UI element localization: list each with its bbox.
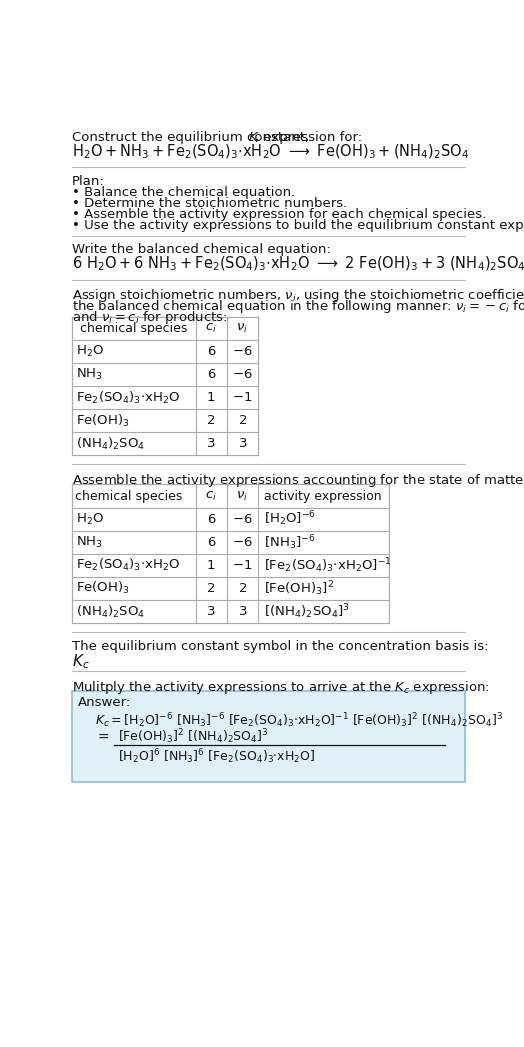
Text: $3$: $3$ xyxy=(237,605,247,618)
Text: $c_i$: $c_i$ xyxy=(205,321,217,335)
Text: $\nu_i$: $\nu_i$ xyxy=(236,321,248,335)
Text: $K_c$: $K_c$ xyxy=(72,652,90,671)
Text: $\mathrm{H_2O}$: $\mathrm{H_2O}$ xyxy=(77,512,104,527)
Text: • Balance the chemical equation.: • Balance the chemical equation. xyxy=(72,186,295,200)
Bar xyxy=(72,691,465,782)
Text: 6: 6 xyxy=(207,367,215,381)
Text: Write the balanced chemical equation:: Write the balanced chemical equation: xyxy=(72,244,331,257)
Text: $\mathrm{[Fe(OH)_3]^{2}}$: $\mathrm{[Fe(OH)_3]^{2}}$ xyxy=(264,579,334,598)
Text: activity expression: activity expression xyxy=(264,490,381,503)
Text: Assemble the activity expressions accounting for the state of matter and $\nu_i$: Assemble the activity expressions accoun… xyxy=(72,472,524,489)
Text: Plan:: Plan: xyxy=(72,175,104,187)
Text: , expression for:: , expression for: xyxy=(255,131,362,144)
Text: $-1$: $-1$ xyxy=(232,559,253,572)
Text: and $\nu_i = c_i$ for products:: and $\nu_i = c_i$ for products: xyxy=(72,309,227,326)
Text: 3: 3 xyxy=(207,605,215,618)
Bar xyxy=(72,485,389,623)
Text: the balanced chemical equation in the following manner: $\nu_i = -c_i$ for react: the balanced chemical equation in the fo… xyxy=(72,298,524,315)
Text: 3: 3 xyxy=(207,438,215,450)
Text: chemical species: chemical species xyxy=(75,490,182,503)
Text: • Determine the stoichiometric numbers.: • Determine the stoichiometric numbers. xyxy=(72,197,347,210)
Text: $\mathrm{6\ H_2O + 6\ NH_3 + Fe_2(SO_4)_3{\cdot}xH_2O\ \longrightarrow\ 2\ Fe(OH: $\mathrm{6\ H_2O + 6\ NH_3 + Fe_2(SO_4)_… xyxy=(72,255,524,273)
Text: $\mathrm{(NH_4)_2SO_4}$: $\mathrm{(NH_4)_2SO_4}$ xyxy=(77,603,146,620)
Text: $\nu_i$: $\nu_i$ xyxy=(236,489,248,503)
Text: The equilibrium constant symbol in the concentration basis is:: The equilibrium constant symbol in the c… xyxy=(72,640,488,653)
Text: $\mathrm{Fe_2(SO_4)_3{\cdot}xH_2O}$: $\mathrm{Fe_2(SO_4)_3{\cdot}xH_2O}$ xyxy=(77,557,181,574)
Text: $3$: $3$ xyxy=(237,438,247,450)
Text: $\mathrm{[Fe_2(SO_4)_3{\cdot}xH_2O]^{-1}}$: $\mathrm{[Fe_2(SO_4)_3{\cdot}xH_2O]^{-1}… xyxy=(264,556,392,575)
Text: $\mathrm{Fe(OH)_3}$: $\mathrm{Fe(OH)_3}$ xyxy=(77,413,130,428)
Text: $\mathrm{[(NH_4)_2SO_4]^{3}}$: $\mathrm{[(NH_4)_2SO_4]^{3}}$ xyxy=(264,602,350,621)
Text: $K_c = \mathrm{[H_2O]^{-6}\ [NH_3]^{-6}\ [Fe_2(SO_4)_3{\cdot}xH_2O]^{-1}\ }$$\ma: $K_c = \mathrm{[H_2O]^{-6}\ [NH_3]^{-6}\… xyxy=(95,711,503,730)
Text: $-6$: $-6$ xyxy=(232,367,253,381)
Text: $\mathrm{H_2O + NH_3 + Fe_2(SO_4)_3{\cdot}xH_2O\ \longrightarrow\ Fe(OH)_3 + (NH: $\mathrm{H_2O + NH_3 + Fe_2(SO_4)_3{\cdo… xyxy=(72,142,469,161)
Text: $\mathrm{(NH_4)_2SO_4}$: $\mathrm{(NH_4)_2SO_4}$ xyxy=(77,436,146,451)
Text: $\mathrm{NH_3}$: $\mathrm{NH_3}$ xyxy=(77,366,103,382)
Text: 6: 6 xyxy=(207,344,215,358)
Text: 1: 1 xyxy=(207,559,215,572)
Text: $-6$: $-6$ xyxy=(232,344,253,358)
Text: • Use the activity expressions to build the equilibrium constant expression.: • Use the activity expressions to build … xyxy=(72,219,524,231)
Bar xyxy=(72,316,258,455)
Text: $2$: $2$ xyxy=(238,582,247,595)
Text: $\mathrm{[H_2O]^{6}\ [NH_3]^{6}\ [Fe_2(SO_4)_3{\cdot}xH_2O]}$: $\mathrm{[H_2O]^{6}\ [NH_3]^{6}\ [Fe_2(S… xyxy=(118,748,315,766)
Text: chemical species: chemical species xyxy=(80,321,188,335)
Text: $\mathrm{NH_3}$: $\mathrm{NH_3}$ xyxy=(77,535,103,550)
Text: 2: 2 xyxy=(207,414,215,427)
Text: • Assemble the activity expression for each chemical species.: • Assemble the activity expression for e… xyxy=(72,208,486,221)
Text: $c_i$: $c_i$ xyxy=(205,489,217,503)
Text: $\mathrm{[Fe(OH)_3]^{2}\ [(NH_4)_2SO_4]^{3}}$: $\mathrm{[Fe(OH)_3]^{2}\ [(NH_4)_2SO_4]^… xyxy=(118,728,269,747)
Text: 1: 1 xyxy=(207,391,215,404)
Text: $2$: $2$ xyxy=(238,414,247,427)
Text: Assign stoichiometric numbers, $\nu_i$, using the stoichiometric coefficients, $: Assign stoichiometric numbers, $\nu_i$, … xyxy=(72,287,524,305)
Text: $\mathrm{H_2O}$: $\mathrm{H_2O}$ xyxy=(77,343,104,359)
Text: 6: 6 xyxy=(207,513,215,526)
Text: $\mathrm{[H_2O]^{-6}}$: $\mathrm{[H_2O]^{-6}}$ xyxy=(264,510,316,529)
Text: $\mathrm{Fe(OH)_3}$: $\mathrm{Fe(OH)_3}$ xyxy=(77,580,130,597)
Text: $-6$: $-6$ xyxy=(232,513,253,526)
Text: 6: 6 xyxy=(207,536,215,549)
Text: Mulitply the activity expressions to arrive at the $K_c$ expression:: Mulitply the activity expressions to arr… xyxy=(72,678,489,695)
Text: Answer:: Answer: xyxy=(78,696,131,709)
Text: $-6$: $-6$ xyxy=(232,536,253,549)
Text: $=$: $=$ xyxy=(95,729,110,742)
Text: Construct the equilibrium constant,: Construct the equilibrium constant, xyxy=(72,131,313,144)
Text: $-1$: $-1$ xyxy=(232,391,253,404)
Text: $\mathrm{[NH_3]^{-6}}$: $\mathrm{[NH_3]^{-6}}$ xyxy=(264,533,315,552)
Text: K: K xyxy=(248,131,257,144)
Text: 2: 2 xyxy=(207,582,215,595)
Text: $\mathrm{Fe_2(SO_4)_3{\cdot}xH_2O}$: $\mathrm{Fe_2(SO_4)_3{\cdot}xH_2O}$ xyxy=(77,389,181,405)
